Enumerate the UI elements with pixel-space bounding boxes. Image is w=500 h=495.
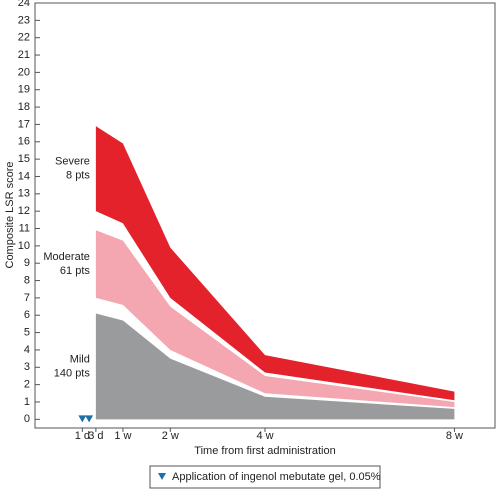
band-count: 8 pts xyxy=(66,170,90,182)
band xyxy=(95,126,455,401)
band-label: Severe xyxy=(55,156,90,168)
y-tick-label: 1 xyxy=(24,396,30,408)
legend-label: Application of ingenol mebutate gel, 0.0… xyxy=(172,471,381,483)
band-label: Moderate xyxy=(43,251,89,263)
x-tick-label: 3 d xyxy=(88,430,103,442)
y-tick-label: 21 xyxy=(18,49,30,61)
band xyxy=(95,230,455,408)
x-tick-label: 1 d xyxy=(75,430,90,442)
y-tick-label: 8 xyxy=(24,274,30,286)
y-tick-label: 17 xyxy=(18,118,30,130)
y-tick-label: 6 xyxy=(24,309,30,321)
y-tick-label: 12 xyxy=(18,205,30,217)
y-tick-label: 10 xyxy=(18,240,30,252)
y-tick-label: 11 xyxy=(19,222,30,234)
y-tick-label: 4 xyxy=(24,344,30,356)
x-tick-label: 1 w xyxy=(114,430,131,442)
application-marker xyxy=(85,415,94,423)
legend-marker xyxy=(158,473,166,480)
band xyxy=(95,313,455,420)
x-tick-label: 4 w xyxy=(256,430,273,442)
y-tick-label: 23 xyxy=(18,14,30,26)
x-tick-label: 2 w xyxy=(162,430,179,442)
y-tick-label: 18 xyxy=(18,101,30,113)
band-label: Mild xyxy=(70,353,90,365)
y-tick-label: 24 xyxy=(18,0,30,9)
x-axis-title: Time from first administration xyxy=(194,445,335,457)
y-tick-label: 22 xyxy=(18,32,30,44)
y-tick-label: 13 xyxy=(18,188,30,200)
y-tick-label: 14 xyxy=(18,170,30,182)
y-tick-label: 3 xyxy=(24,361,30,373)
y-tick-label: 15 xyxy=(18,153,30,165)
y-tick-label: 5 xyxy=(24,326,30,338)
legend-box xyxy=(149,465,381,489)
y-tick-label: 9 xyxy=(24,257,30,269)
x-tick-label: 8 w xyxy=(446,430,463,442)
y-tick-label: 0 xyxy=(24,413,30,425)
application-marker xyxy=(78,415,87,423)
y-tick-label: 2 xyxy=(24,379,30,391)
band-count: 61 pts xyxy=(60,265,90,277)
y-tick-label: 19 xyxy=(18,84,30,96)
band-count: 140 pts xyxy=(54,367,91,379)
y-tick-label: 16 xyxy=(18,136,30,148)
y-tick-label: 20 xyxy=(18,66,30,78)
y-tick-label: 7 xyxy=(24,292,30,304)
y-axis-title: Composite LSR score xyxy=(4,162,16,269)
